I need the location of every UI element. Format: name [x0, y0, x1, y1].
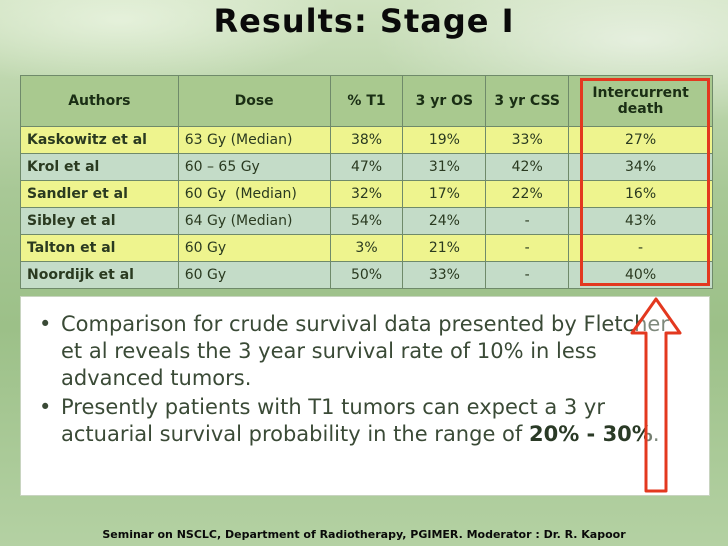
t1-cell: 32%: [329, 180, 404, 208]
dose-cell: 60 Gy (Median): [177, 180, 331, 208]
intercurrent-death-cell: 16%: [568, 180, 713, 208]
intercurrent-death-cell: -: [568, 234, 713, 262]
t1-cell: 3%: [329, 234, 404, 262]
intercurrent-death-cell: 34%: [568, 153, 713, 181]
intercurrent-death-cell: 40%: [568, 261, 713, 289]
table-row: Krol et al 60 – 65 Gy 47% 31% 42% 34%: [20, 153, 713, 181]
author-cell: Kaskowitz et al: [20, 126, 179, 154]
os-cell: 24%: [402, 207, 487, 235]
t1-cell: 54%: [329, 207, 404, 235]
t1-cell: 47%: [329, 153, 404, 181]
author-cell: Sandler et al: [20, 180, 179, 208]
css-cell: -: [485, 261, 570, 289]
css-cell: -: [485, 234, 570, 262]
os-cell: 19%: [402, 126, 487, 154]
column-header: Dose: [177, 75, 331, 127]
bullet-list: Comparison for crude survival data prese…: [21, 297, 709, 448]
column-header: % T1: [329, 75, 404, 127]
table-row: Noordijk et al 60 Gy 50% 33% - 40%: [20, 261, 713, 289]
os-cell: 21%: [402, 234, 487, 262]
os-cell: 17%: [402, 180, 487, 208]
bullet-text: Presently patients with T1 tumors can ex…: [61, 395, 605, 446]
css-cell: 33%: [485, 126, 570, 154]
bullet-text: Comparison for crude survival data prese…: [61, 312, 669, 390]
slide-footer: Seminar on NSCLC, Department of Radiothe…: [102, 528, 626, 541]
author-cell: Noordijk et al: [20, 261, 179, 289]
bullet-item: Comparison for crude survival data prese…: [39, 311, 693, 392]
t1-cell: 38%: [329, 126, 404, 154]
up-arrow-icon: [630, 297, 682, 493]
css-cell: -: [485, 207, 570, 235]
slide-title: Results: Stage I: [213, 2, 515, 40]
dose-cell: 60 Gy: [177, 234, 331, 262]
column-header: Intercurrent death: [568, 75, 713, 127]
column-header: Authors: [20, 75, 179, 127]
table-row: Sibley et al 64 Gy (Median) 54% 24% - 43…: [20, 207, 713, 235]
column-header: 3 yr OS: [402, 75, 487, 127]
css-cell: 22%: [485, 180, 570, 208]
author-cell: Sibley et al: [20, 207, 179, 235]
table-row: Sandler et al 60 Gy (Median) 32% 17% 22%…: [20, 180, 713, 208]
dose-cell: 63 Gy (Median): [177, 126, 331, 154]
bullet-panel: Comparison for crude survival data prese…: [20, 296, 710, 496]
table-row: Kaskowitz et al 63 Gy (Median) 38% 19% 3…: [20, 126, 713, 154]
intercurrent-death-cell: 43%: [568, 207, 713, 235]
column-header: 3 yr CSS: [485, 75, 570, 127]
os-cell: 33%: [402, 261, 487, 289]
bullet-item: Presently patients with T1 tumors can ex…: [39, 394, 693, 448]
results-table: Authors Dose % T1 3 yr OS 3 yr CSS Inter…: [20, 75, 713, 289]
bullet-emphasis: 20% - 30%: [528, 422, 653, 446]
table-header-row: Authors Dose % T1 3 yr OS 3 yr CSS Inter…: [20, 75, 713, 127]
author-cell: Talton et al: [20, 234, 179, 262]
os-cell: 31%: [402, 153, 487, 181]
dose-cell: 60 Gy: [177, 261, 331, 289]
intercurrent-death-cell: 27%: [568, 126, 713, 154]
dose-cell: 64 Gy (Median): [177, 207, 331, 235]
author-cell: Krol et al: [20, 153, 179, 181]
css-cell: 42%: [485, 153, 570, 181]
dose-cell: 60 – 65 Gy: [177, 153, 331, 181]
bullet-end: .: [653, 422, 660, 446]
t1-cell: 50%: [329, 261, 404, 289]
table-row: Talton et al 60 Gy 3% 21% - -: [20, 234, 713, 262]
